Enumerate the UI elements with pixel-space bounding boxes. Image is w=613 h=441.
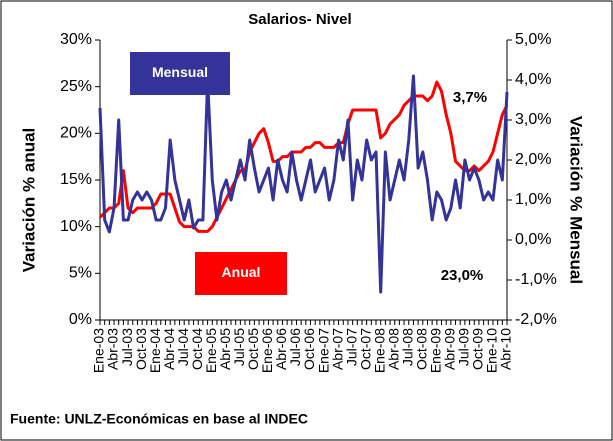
x-tick-label: Abr-10 xyxy=(498,328,514,370)
y2-tick-label: 1,0% xyxy=(515,191,551,208)
chart-title: Salarios- Nivel xyxy=(248,11,351,28)
x-tick-label: Ene-03 xyxy=(91,328,107,373)
x-tick-label: Oct-06 xyxy=(301,328,317,370)
x-tick-label: Abr-03 xyxy=(105,328,121,370)
y2-tick-label: 2,0% xyxy=(515,151,551,168)
x-tick-label: Oct-05 xyxy=(245,328,261,370)
x-tick-label: Jul-07 xyxy=(343,328,359,366)
x-tick-label: Jul-05 xyxy=(231,328,247,366)
x-tick-label: Ene-05 xyxy=(203,328,219,373)
x-tick-label: Ene-07 xyxy=(315,328,331,373)
x-tick-label: Oct-04 xyxy=(189,328,205,370)
y-tick-label: 25% xyxy=(60,78,92,95)
x-tick-label: Oct-07 xyxy=(357,328,373,370)
source-note: Fuente: UNLZ-Económicas en base al INDEC xyxy=(10,411,308,427)
x-tick-label: Oct-09 xyxy=(470,328,486,370)
x-tick-label: Ene-10 xyxy=(484,328,500,373)
x-tick-label: Oct-03 xyxy=(133,328,149,370)
y-axis-title: Variación % anual xyxy=(19,128,38,273)
y2-tick-label: 5,0% xyxy=(515,31,551,48)
x-tick-label: Ene-09 xyxy=(428,328,444,373)
y-tick-label: 15% xyxy=(60,171,92,188)
y-tick-label: 30% xyxy=(60,31,92,48)
y-tick-label: 0% xyxy=(69,311,92,328)
x-tick-label: Abr-04 xyxy=(161,328,177,370)
x-tick-label: Oct-08 xyxy=(413,328,429,370)
x-tick-label: Jul-09 xyxy=(456,328,472,366)
annotation: 3,7% xyxy=(453,89,487,106)
x-tick-label: Jul-04 xyxy=(175,328,191,366)
y-tick-label: 20% xyxy=(60,125,92,142)
legend-swatch xyxy=(195,252,287,295)
series-line xyxy=(98,74,509,294)
y2-tick-label: -2,0% xyxy=(515,311,557,328)
x-tick-label: Abr-07 xyxy=(329,328,345,370)
y2-tick-label: 0,0% xyxy=(515,231,551,248)
x-tick-label: Jul-08 xyxy=(399,328,415,366)
y-tick-label: 5% xyxy=(69,265,92,282)
x-tick-label: Ene-04 xyxy=(147,328,163,373)
y2-tick-label: -1,0% xyxy=(515,271,557,288)
y2-tick-label: 4,0% xyxy=(515,71,551,88)
legend-label: Anual xyxy=(222,264,261,280)
legend-label: Mensual xyxy=(152,64,208,80)
x-tick-label: Jul-06 xyxy=(287,328,303,366)
x-tick-label: Ene-06 xyxy=(259,328,275,373)
annotation: 23,0% xyxy=(441,267,484,284)
x-tick-label: Ene-08 xyxy=(371,328,387,373)
legend-swatch xyxy=(130,52,230,95)
y2-axis-title: Variación % Mensual xyxy=(567,116,586,284)
y-tick-label: 10% xyxy=(60,218,92,235)
x-tick-label: Abr-05 xyxy=(217,328,233,370)
y2-tick-label: 3,0% xyxy=(515,111,551,128)
x-tick-label: Abr-09 xyxy=(442,328,458,370)
x-tick-label: Jul-03 xyxy=(119,328,135,366)
x-tick-label: Abr-06 xyxy=(273,328,289,370)
x-tick-label: Abr-08 xyxy=(385,328,401,370)
